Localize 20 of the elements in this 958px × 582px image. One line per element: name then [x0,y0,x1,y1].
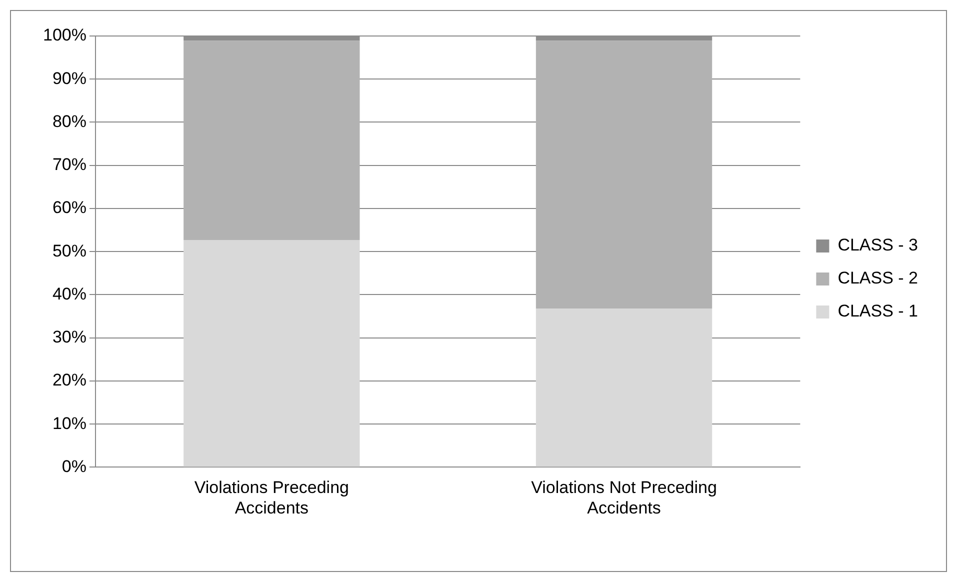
y-tick-label: 20% [52,370,86,390]
y-tick-label: 60% [52,198,86,218]
bar [536,40,712,309]
bar [184,240,360,467]
legend-label: CLASS - 3 [838,236,918,255]
y-tick-label: 100% [42,26,86,45]
y-tick-label: 0% [62,456,86,476]
y-tick-label: 40% [52,284,86,304]
y-tick-label: 30% [52,328,86,347]
legend-label: CLASS - 1 [838,302,918,321]
y-tick-label: 80% [52,112,86,131]
bar [184,40,360,240]
y-tick-label: 70% [52,155,86,174]
x-tick-label: Violations Preceding Accidents [194,478,349,518]
y-tick-label: 10% [52,414,86,433]
legend-label: CLASS - 2 [838,268,918,288]
y-tick-label: 90% [52,68,86,88]
x-tick-label: Violations Not Preceding Accidents [531,478,717,518]
bar [536,308,712,467]
y-tick-label: 50% [52,241,86,260]
